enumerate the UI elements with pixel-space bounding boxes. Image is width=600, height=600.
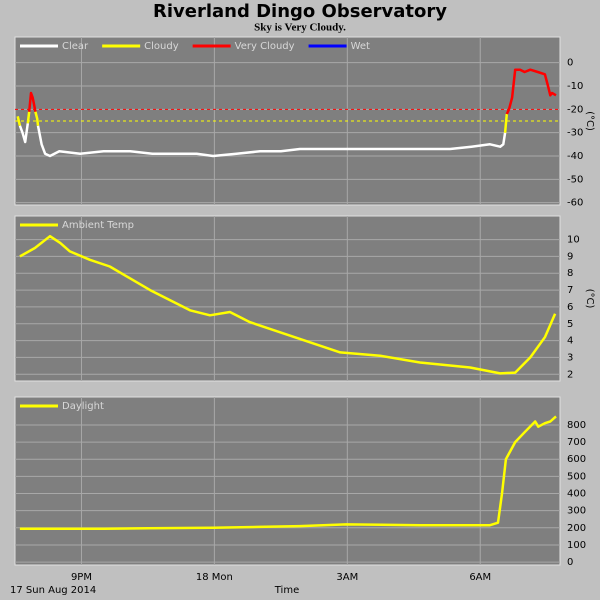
y-tick-label: -20	[567, 104, 583, 115]
date-note: 17 Sun Aug 2014	[10, 585, 96, 596]
x-tick-label: 6AM	[469, 572, 491, 583]
y-tick-label: 400	[567, 489, 586, 500]
x-tick-label: 3AM	[336, 572, 358, 583]
data-line	[19, 234, 557, 375]
y-tick-label: 300	[567, 506, 586, 517]
plot-area	[14, 396, 561, 566]
y-tick-label: -40	[567, 151, 583, 162]
legend-label: Wet	[351, 41, 370, 52]
y-tick-label: 100	[567, 540, 586, 551]
y-tick-label: 0	[567, 557, 573, 568]
y-tick-label: -60	[567, 198, 583, 209]
y-tick-label: 4	[567, 336, 573, 347]
y-tick-label: 200	[567, 523, 586, 534]
legend-label: Cloudy	[144, 41, 179, 52]
x-tick-label: 18 Mon	[196, 572, 233, 583]
y-tick-label: 9	[567, 251, 573, 262]
x-axis-label: Time	[274, 585, 299, 596]
plot-area	[14, 215, 561, 382]
legend-label: Daylight	[62, 401, 104, 412]
chart-title: Riverland Dingo Observatory	[153, 1, 447, 22]
y-tick-label: 0	[567, 58, 573, 69]
chart-subtitle: Sky is Very Cloudy.	[254, 22, 346, 34]
data-line	[18, 123, 507, 158]
data-line	[16, 111, 509, 133]
y-tick-label: 5	[567, 319, 573, 330]
y-tick-label: 6	[567, 302, 573, 313]
y-tick-label: 8	[567, 268, 573, 279]
y-axis-label: (°C)	[584, 289, 595, 309]
y-tick-label: 600	[567, 454, 586, 465]
y-tick-label: 500	[567, 471, 586, 482]
y-tick-label: 700	[567, 437, 586, 448]
y-axis-label: (°C)	[584, 111, 595, 131]
y-tick-label: 2	[567, 369, 573, 380]
y-tick-label: 10	[567, 235, 580, 246]
legend-label: Ambient Temp	[62, 220, 134, 231]
data-line	[19, 415, 557, 530]
y-tick-label: -30	[567, 128, 583, 139]
y-tick-label: 800	[567, 420, 586, 431]
x-tick-label: 9PM	[71, 572, 92, 583]
data-line	[27, 68, 557, 115]
y-tick-label: -10	[567, 81, 583, 92]
legend-label: Very Cloudy	[235, 41, 295, 52]
y-tick-label: 3	[567, 352, 573, 363]
y-tick-label: -50	[567, 174, 583, 185]
y-tick-label: 7	[567, 285, 573, 296]
legend-label: Clear	[62, 41, 89, 52]
